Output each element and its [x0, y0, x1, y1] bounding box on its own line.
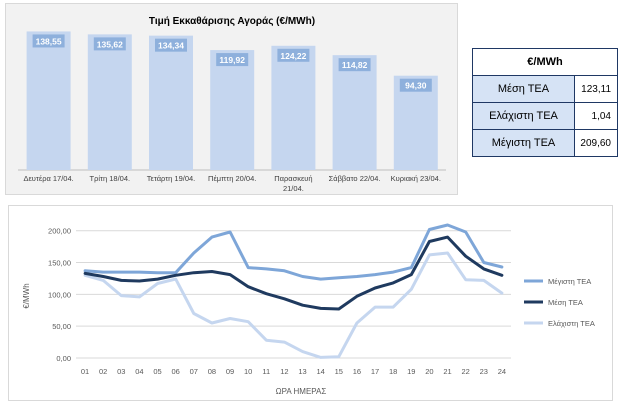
x-tick-label: 17 [371, 367, 379, 376]
x-tick-label: 09 [226, 367, 234, 376]
bar [332, 55, 377, 170]
stats-row-mean: Μέση ΤΕΑ 123,11 [472, 75, 618, 103]
x-tick-label: 16 [353, 367, 361, 376]
bar-category-label: Σάββατο 22/04. [329, 174, 381, 183]
bar-chart: Τιμή Εκκαθάρισης Αγοράς (€/MWh) 138,55 Δε… [18, 16, 446, 193]
x-tick-label: 18 [389, 367, 397, 376]
stats-value-min: 1,04 [574, 102, 618, 130]
bar-category-label: Κυριακή 23/04. [391, 174, 441, 183]
x-tick-label: 23 [480, 367, 488, 376]
line-chart-panel: 0,00 50,00 100,00 150,00 200,00 01 02 03 04 05 06 0… [8, 205, 613, 401]
bar-label-bg [399, 78, 432, 92]
bar-data-label: 135,62 [97, 39, 123, 49]
bar-data-label: 94,30 [405, 81, 427, 91]
series-line [83, 251, 504, 359]
bar [271, 45, 316, 170]
bar-category-label: Δευτέρα 17/04. [23, 174, 73, 183]
y-tick-label: 100,00 [48, 290, 71, 299]
x-tick-label: 10 [244, 367, 252, 376]
x-tick-label: 14 [317, 367, 325, 376]
legend-label: Μέγιστη ΤΕΑ [548, 277, 591, 286]
x-tick-label: 15 [335, 367, 343, 376]
bar-category-label: Τετάρτη 19/04. [147, 174, 196, 183]
stats-value-mean: 123,11 [574, 75, 618, 103]
x-tick-label: 22 [462, 367, 470, 376]
x-tick-label: 05 [153, 367, 161, 376]
bar-label-bg [216, 53, 249, 67]
x-tick-label: 06 [172, 367, 180, 376]
bar-data-label: 134,34 [158, 41, 184, 51]
bar-category-label: 21/04. [283, 184, 304, 193]
x-tick-label: 21 [443, 367, 451, 376]
y-tick-label: 200,00 [48, 227, 71, 236]
legend-label: Μέση ΤΕΑ [548, 298, 583, 307]
x-tick-label: 04 [135, 367, 143, 376]
x-tick-label: 11 [262, 367, 270, 376]
bar-label-bg [338, 58, 371, 72]
bar-label-bg [277, 48, 310, 62]
bar [149, 35, 193, 170]
bar-data-label: 119,92 [219, 55, 245, 65]
bar-data-label: 124,22 [280, 51, 306, 61]
bar-data-label: 138,55 [36, 36, 62, 46]
x-tick-label: 03 [117, 367, 125, 376]
x-tick-label: 24 [498, 367, 506, 376]
y-tick-label: 150,00 [48, 259, 71, 268]
x-tick-label: 01 [81, 367, 89, 376]
line-chart: 0,00 50,00 100,00 150,00 200,00 01 02 03 04 05 06 0… [22, 223, 595, 396]
bar-label-bg [155, 38, 187, 52]
x-tick-label: 12 [280, 367, 288, 376]
x-tick-label: 07 [190, 367, 198, 376]
bar [210, 50, 255, 170]
stats-table: €/MWh Μέση ΤΕΑ 123,11 Ελάχιστη ΤΕΑ 1,04 … [472, 48, 618, 157]
stats-label-mean: Μέση ΤΕΑ [472, 75, 575, 103]
stats-row-max: Μέγιστη ΤΕΑ 209,60 [472, 129, 618, 157]
bar-category-label: Τρίτη 18/04. [90, 174, 131, 183]
series-line [83, 223, 504, 281]
stats-label-min: Ελάχιστη ΤΕΑ [472, 102, 575, 130]
bar-chart-panel: Τιμή Εκκαθάρισης Αγοράς (€/MWh) 138,55 Δε… [5, 3, 458, 195]
stats-label-max: Μέγιστη ΤΕΑ [472, 129, 575, 157]
bar [87, 34, 132, 170]
x-tick-label: 02 [99, 367, 107, 376]
stats-row-min: Ελάχιστη ΤΕΑ 1,04 [472, 102, 618, 130]
line-chart-ylabel: €/MWh [22, 283, 31, 308]
bar-category-label: Πέμπτη 20/04. [208, 174, 256, 183]
bar-label-bg [32, 34, 65, 48]
bar [26, 31, 71, 171]
bar-category-label: Παρασκευή [274, 174, 312, 183]
series-line [83, 235, 504, 311]
y-tick-label: 0,00 [56, 354, 71, 363]
bar-data-label: 114,82 [342, 60, 368, 70]
y-tick-label: 50,00 [52, 322, 71, 331]
legend-label: Ελάχιστη ΤΕΑ [548, 319, 595, 328]
x-tick-label: 08 [208, 367, 216, 376]
x-tick-label: 20 [425, 367, 433, 376]
bar-label-bg [93, 37, 126, 51]
stats-table-header: €/MWh [472, 48, 618, 76]
bar-chart-title: Τιμή Εκκαθάρισης Αγοράς (€/MWh) [149, 16, 315, 27]
x-tick-label: 19 [407, 367, 415, 376]
stats-table-header-row: €/MWh [472, 48, 618, 76]
line-chart-xlabel: ΩΡΑ ΗΜΕΡΑΣ [276, 387, 327, 396]
stats-value-max: 209,60 [574, 129, 618, 157]
x-tick-label: 13 [298, 367, 306, 376]
